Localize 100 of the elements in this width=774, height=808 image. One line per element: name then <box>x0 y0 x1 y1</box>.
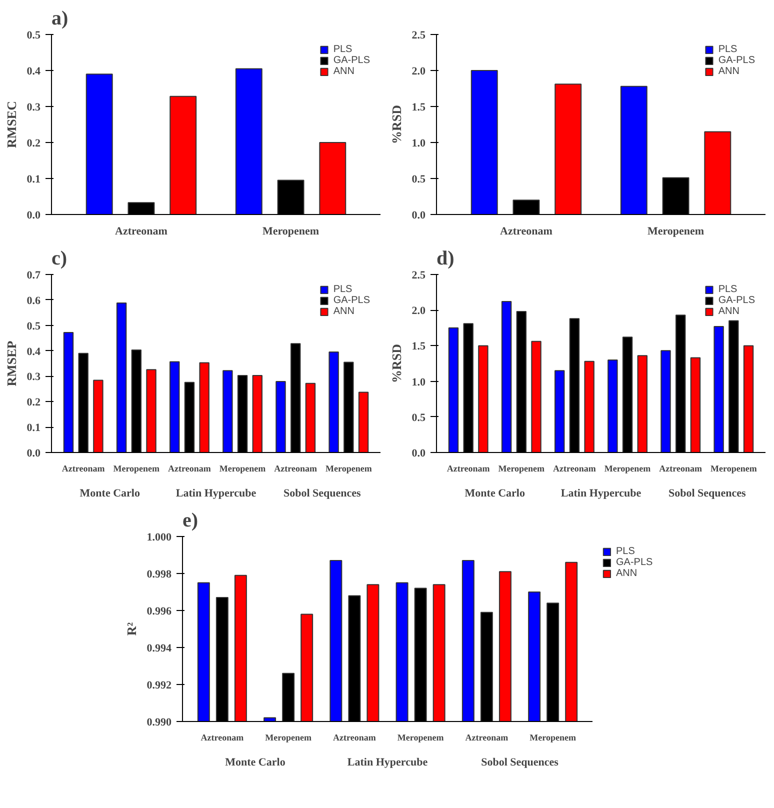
chart-title: d) <box>436 248 454 270</box>
y-tick-label: 0.7 <box>26 270 41 282</box>
bar <box>743 345 754 452</box>
text: Sobol Sequences <box>481 756 560 768</box>
y-tick-label: 1.5 <box>412 340 426 353</box>
bar <box>448 327 459 452</box>
legend-label: GA-PLS <box>333 295 370 306</box>
x-tick-label: Meropenem <box>498 464 546 474</box>
bar <box>305 382 316 452</box>
legend-label: ANN <box>718 306 740 317</box>
bar <box>704 131 732 214</box>
text: Sobol Sequences <box>668 488 747 500</box>
y-axis-title: %RSD <box>388 344 404 384</box>
bar <box>116 302 127 452</box>
bar <box>170 96 197 214</box>
x-tick-label: Meropenem <box>647 226 704 238</box>
y-tick-label: 0.996 <box>146 606 172 618</box>
bar <box>620 86 648 214</box>
legend-label: PLS <box>333 284 354 295</box>
y-tick-label: 2.0 <box>412 305 426 318</box>
x-tick-label: Meropenem <box>326 464 372 474</box>
y-tick-label: 1.0 <box>412 376 426 388</box>
x-tick-label: Meropenem <box>265 732 312 742</box>
legend-label: ANN <box>333 306 354 317</box>
bar <box>608 359 618 452</box>
x-tick-label: Meropenem <box>604 464 652 474</box>
y-tick-label: 0.1 <box>26 422 40 434</box>
y-tick-label: 2.0 <box>412 66 426 78</box>
bar <box>660 350 671 452</box>
y-tick-label: 0.2 <box>26 138 41 150</box>
legend-label: ANN <box>333 66 354 77</box>
bar <box>276 381 286 452</box>
y-tick-label: 0.5 <box>26 30 41 42</box>
text: Monte Carlo <box>80 488 140 500</box>
chart-title: a) <box>52 8 68 30</box>
bar <box>501 301 512 452</box>
bar <box>235 68 262 214</box>
bar <box>93 380 104 452</box>
y-axis-title: %RSD <box>388 104 404 144</box>
y-tick-label: 0.0 <box>26 210 41 222</box>
y-tick-label: 2.5 <box>412 270 426 282</box>
bar <box>319 142 346 214</box>
bar <box>222 370 233 452</box>
y-tick-label: 0.0 <box>412 448 426 460</box>
x-tick-label: Aztreonam <box>465 732 509 742</box>
legend-label: GA-PLS <box>333 55 370 66</box>
chart-title: e) <box>182 510 198 532</box>
y-axis-title: R² <box>124 622 139 636</box>
legend-label: PLS <box>616 546 636 557</box>
legend-label: PLS <box>718 44 738 55</box>
y-tick-label: 0.990 <box>146 716 172 728</box>
x-tick-label: Aztreonam <box>274 464 318 474</box>
y-axis-title: RMSEP <box>4 340 19 386</box>
text: Monte Carlo <box>225 756 286 768</box>
y-tick-label: 0.2 <box>26 396 41 409</box>
x-tick-label: Aztreonam <box>115 226 168 238</box>
x-tick-label: Meropenem <box>113 464 160 474</box>
x-tick-label: Meropenem <box>219 464 266 474</box>
chart-title: c) <box>52 248 68 270</box>
legend-label: PLS <box>333 44 354 55</box>
bar <box>63 332 74 452</box>
bar <box>714 326 724 452</box>
x-tick-label: Aztreonam <box>553 464 596 474</box>
text: Latin Hypercube <box>347 756 428 768</box>
bar <box>584 360 594 452</box>
y-tick-label: 0.1 <box>26 174 40 186</box>
bar <box>146 369 156 452</box>
y-tick-label: 1.0 <box>412 138 426 150</box>
bar <box>690 357 701 452</box>
y-axis-title: RMSEC <box>4 101 19 148</box>
legend-label: PLS <box>718 284 738 295</box>
text: Latin Hypercube <box>560 488 642 500</box>
y-tick-label: 0.3 <box>26 102 41 114</box>
bar <box>637 355 648 452</box>
legend-label: ANN <box>616 568 638 579</box>
y-tick-label: 2.5 <box>412 30 426 42</box>
x-tick-label: Aztreonam <box>200 732 244 742</box>
y-tick-label: 0.5 <box>412 412 426 424</box>
x-tick-label: Meropenem <box>530 732 576 742</box>
y-tick-label: 0.0 <box>412 210 426 222</box>
y-tick-label: 0.4 <box>26 346 41 358</box>
y-tick-label: 0.994 <box>146 642 172 654</box>
bar <box>531 340 542 452</box>
legend-label: ANN <box>718 66 740 77</box>
y-tick-label: 1.5 <box>412 102 426 114</box>
bar <box>328 352 339 452</box>
x-tick-label: Aztreonam <box>168 464 212 474</box>
bar <box>554 370 565 452</box>
text: Latin Hypercube <box>176 488 256 500</box>
x-tick-label: Aztreonam <box>659 464 703 474</box>
y-tick-label: 0.4 <box>26 66 41 78</box>
bar <box>554 84 582 214</box>
text: Sobol Sequences <box>283 488 362 500</box>
y-tick-label: 1.000 <box>146 532 172 544</box>
x-tick-label: Aztreonam <box>446 464 490 474</box>
bar <box>470 70 498 214</box>
y-tick-label: 0.992 <box>146 680 172 692</box>
x-tick-label: Aztreonam <box>333 732 376 742</box>
bar <box>199 362 210 452</box>
x-tick-label: Meropenem <box>262 226 320 238</box>
